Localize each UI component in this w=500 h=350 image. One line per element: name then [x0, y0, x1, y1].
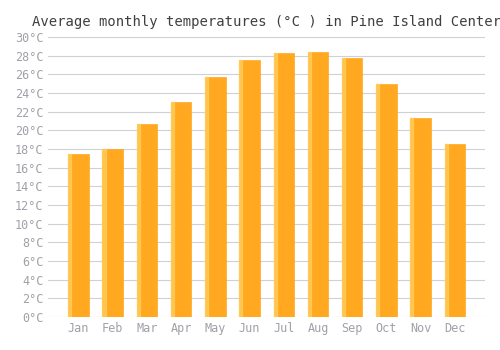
- Bar: [444, 145, 448, 317]
- Bar: [171, 103, 174, 317]
- Bar: [205, 77, 226, 317]
- Bar: [444, 145, 465, 317]
- Bar: [376, 84, 380, 317]
- Bar: [102, 149, 123, 317]
- Bar: [410, 118, 414, 317]
- Bar: [308, 52, 328, 317]
- Bar: [274, 53, 276, 317]
- Bar: [171, 103, 192, 317]
- Bar: [68, 154, 71, 317]
- Bar: [342, 58, 345, 317]
- Bar: [274, 53, 294, 317]
- Bar: [205, 77, 208, 317]
- Title: Average monthly temperatures (°C ) in Pine Island Center: Average monthly temperatures (°C ) in Pi…: [32, 15, 500, 29]
- Bar: [342, 58, 362, 317]
- Bar: [102, 149, 106, 317]
- Bar: [136, 124, 140, 317]
- Bar: [68, 154, 88, 317]
- Bar: [136, 124, 157, 317]
- Bar: [376, 84, 396, 317]
- Bar: [240, 61, 260, 317]
- Bar: [410, 118, 431, 317]
- Bar: [308, 52, 311, 317]
- Bar: [240, 61, 242, 317]
